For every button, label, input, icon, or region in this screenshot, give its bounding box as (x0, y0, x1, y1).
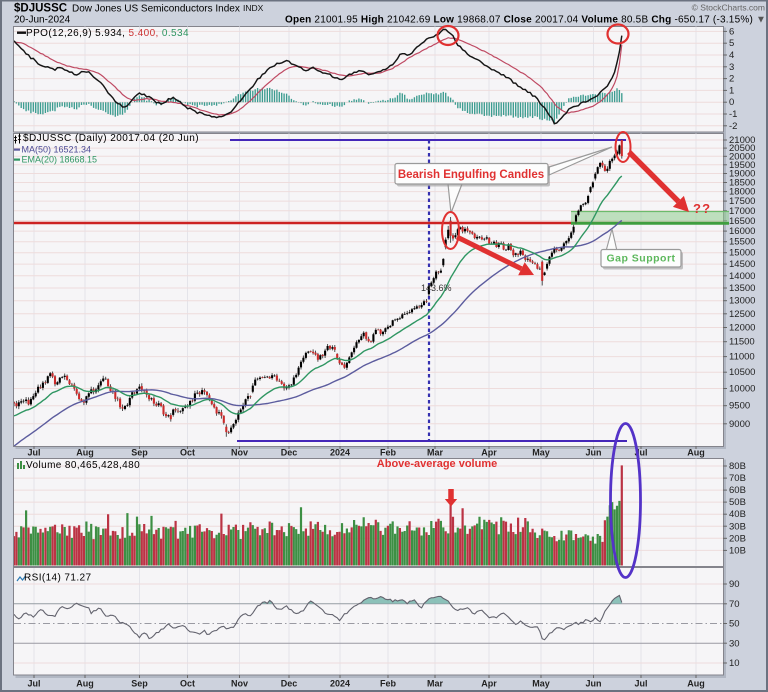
svg-text:2: 2 (729, 74, 734, 85)
svg-text:5: 5 (729, 38, 734, 49)
svg-text:10: 10 (729, 658, 740, 669)
svg-text:Feb: Feb (380, 679, 397, 689)
svg-text:Above-average volume: Above-average volume (377, 458, 497, 470)
svg-text:50B: 50B (729, 497, 746, 508)
svg-text:May: May (532, 679, 550, 689)
svg-text:Apr: Apr (481, 679, 497, 689)
svg-text:RSI(14) 71.27: RSI(14) 71.27 (24, 573, 91, 584)
svg-text:20-Jun-2024: 20-Jun-2024 (14, 15, 71, 26)
svg-text:Oct: Oct (180, 679, 195, 689)
svg-text:Feb: Feb (380, 448, 397, 458)
svg-text:$DJUSSC: $DJUSSC (14, 3, 67, 15)
svg-text:30B: 30B (729, 521, 746, 532)
svg-text:50: 50 (729, 619, 740, 630)
svg-text:30: 30 (729, 638, 740, 649)
svg-text:Jul: Jul (27, 448, 40, 458)
svg-text:Oct: Oct (180, 448, 195, 458)
svg-text:17500: 17500 (729, 196, 755, 207)
svg-text:INDX: INDX (243, 3, 264, 13)
svg-text:??: ?? (693, 201, 711, 216)
svg-text:2024: 2024 (330, 448, 350, 458)
svg-text:Volume 80,465,428,480: Volume 80,465,428,480 (26, 460, 140, 471)
svg-text:12500: 12500 (729, 309, 755, 320)
svg-text:Dec: Dec (281, 448, 298, 458)
svg-text:Jul: Jul (634, 679, 647, 689)
svg-text:Sep: Sep (131, 679, 148, 689)
svg-text:21000: 21000 (729, 135, 755, 146)
svg-text:10000: 10000 (729, 384, 755, 395)
svg-text:Apr: Apr (481, 448, 497, 458)
svg-text:18500: 18500 (729, 177, 755, 188)
svg-text:14000: 14000 (729, 271, 755, 282)
svg-text:9500: 9500 (729, 401, 750, 412)
svg-text:3: 3 (729, 62, 734, 73)
svg-text:90: 90 (729, 579, 740, 590)
svg-text:Mar: Mar (427, 448, 444, 458)
svg-text:Jul: Jul (27, 679, 40, 689)
svg-text:16500: 16500 (729, 216, 755, 227)
svg-text:EMA(20) 18668.15: EMA(20) 18668.15 (22, 155, 98, 165)
svg-text:11000: 11000 (729, 352, 755, 363)
svg-text:1: 1 (729, 85, 734, 96)
svg-text:PPO(12,26,9) 5.934, 5.400, 0.5: PPO(12,26,9) 5.934, 5.400, 0.534 (26, 28, 189, 39)
svg-text:143.6%: 143.6% (421, 283, 452, 293)
svg-text:13500: 13500 (729, 283, 755, 294)
svg-text:20000: 20000 (729, 151, 755, 162)
svg-text:60B: 60B (729, 485, 746, 496)
svg-text:70B: 70B (729, 473, 746, 484)
svg-text:Open 21001.95 High 21042.69 Lo: Open 21001.95 High 21042.69 Low 19868.07… (285, 15, 766, 26)
svg-text:16000: 16000 (729, 226, 755, 237)
svg-text:10B: 10B (729, 545, 746, 556)
svg-text:70: 70 (729, 599, 740, 610)
svg-text:© StockCharts.com: © StockCharts.com (692, 3, 765, 13)
svg-text:9000: 9000 (729, 419, 750, 430)
svg-text:20500: 20500 (729, 143, 755, 154)
svg-text:Jun: Jun (585, 679, 601, 689)
svg-text:Mar: Mar (427, 679, 444, 689)
svg-text:10500: 10500 (729, 367, 755, 378)
svg-text:Jun: Jun (585, 448, 601, 458)
svg-text:14500: 14500 (729, 259, 755, 270)
svg-text:15500: 15500 (729, 237, 755, 248)
svg-text:11500: 11500 (729, 337, 755, 348)
svg-text:Sep: Sep (131, 448, 148, 458)
svg-text:Bearish Engulfing Candles: Bearish Engulfing Candles (398, 169, 544, 181)
svg-text:17000: 17000 (729, 206, 755, 217)
svg-text:-2: -2 (729, 121, 737, 132)
svg-text:Aug: Aug (76, 448, 94, 458)
svg-text:4: 4 (729, 50, 734, 61)
svg-text:6: 6 (729, 26, 734, 37)
svg-text:2024: 2024 (330, 679, 350, 689)
svg-text:40B: 40B (729, 509, 746, 520)
svg-text:$DJUSSC (Daily) 20017.04 (20 J: $DJUSSC (Daily) 20017.04 (20 Jun) (23, 133, 199, 144)
svg-text:May: May (532, 448, 550, 458)
svg-text:0: 0 (729, 97, 734, 108)
svg-text:19500: 19500 (729, 160, 755, 171)
svg-text:12000: 12000 (729, 322, 755, 333)
svg-text:80B: 80B (729, 461, 746, 472)
svg-text:Aug: Aug (76, 679, 94, 689)
svg-text:Aug: Aug (687, 448, 705, 458)
svg-text:15000: 15000 (729, 248, 755, 259)
svg-text:Aug: Aug (687, 679, 705, 689)
svg-text:Nov: Nov (231, 448, 248, 458)
svg-text:Jul: Jul (634, 448, 647, 458)
svg-text:MA(50) 16521.34: MA(50) 16521.34 (22, 145, 92, 155)
svg-text:Gap Support: Gap Support (606, 253, 675, 265)
svg-text:Dow Jones US Semiconductors In: Dow Jones US Semiconductors Index (72, 4, 240, 15)
svg-text:19000: 19000 (729, 169, 755, 180)
svg-text:18000: 18000 (729, 187, 755, 198)
svg-text:13000: 13000 (729, 296, 755, 307)
svg-text:Nov: Nov (231, 679, 248, 689)
svg-text:20B: 20B (729, 533, 746, 544)
svg-text:Dec: Dec (281, 679, 298, 689)
svg-text:-1: -1 (729, 109, 737, 120)
